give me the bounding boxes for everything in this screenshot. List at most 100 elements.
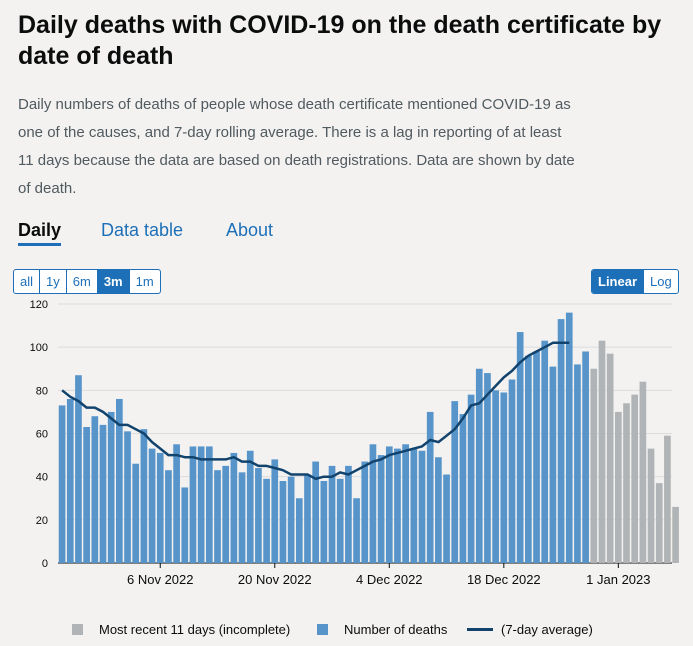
legend-label-incomplete: Most recent 11 days (incomplete) [99, 622, 291, 637]
bar-complete [83, 427, 90, 563]
deaths-chart: 0 20 40 60 80 100 120 6 Nov 2022 20 Nov 2022 4 De… [30, 299, 679, 587]
bar-complete [467, 394, 475, 563]
bar-complete [295, 498, 303, 563]
range-3m-button[interactable]: 3m [97, 270, 130, 293]
bar-complete [132, 463, 140, 563]
legend-item-complete: Number of deaths [317, 622, 447, 637]
bar-complete [410, 448, 418, 563]
bar-complete [99, 424, 107, 563]
bar-complete [484, 373, 491, 563]
bar-complete [443, 474, 450, 563]
bar-incomplete [647, 448, 655, 563]
tab-data-table[interactable]: Data table [101, 220, 184, 240]
y-tick-label: 60 [36, 429, 48, 441]
x-tick-label: 18 Dec 2022 [467, 572, 541, 587]
bar-complete [124, 431, 131, 563]
tab-daily[interactable]: Daily [18, 220, 62, 246]
legend-label-average: (7-day average) [501, 622, 593, 637]
legend-label-complete: Number of deaths [344, 622, 448, 637]
time-range-selector: all 1y 6m 3m 1m [13, 269, 161, 294]
bar-incomplete [672, 506, 679, 563]
bar-complete [557, 319, 565, 563]
bar-complete [91, 416, 99, 563]
bar-complete [181, 487, 189, 563]
range-6m-button[interactable]: 6m [67, 270, 98, 293]
bar-complete [238, 472, 246, 563]
scale-log-button[interactable]: Log [650, 274, 672, 289]
bar-complete [565, 312, 573, 563]
bar-complete [516, 332, 524, 563]
bar-incomplete [623, 403, 630, 563]
x-tick-label: 1 Jan 2023 [586, 572, 650, 587]
legend-item-incomplete: Most recent 11 days (incomplete) [72, 622, 290, 637]
bar-incomplete [606, 353, 614, 563]
bar-incomplete [631, 394, 639, 563]
chart-description: Daily numbers of deaths of people whose … [18, 96, 575, 197]
bar-complete [377, 455, 385, 563]
x-tick-label: 6 Nov 2022 [127, 572, 194, 587]
bar-complete [435, 457, 442, 563]
bar-complete [246, 450, 254, 563]
bar-incomplete [655, 483, 663, 563]
bar-complete [66, 398, 74, 563]
legend-line-average [467, 628, 493, 631]
chart-title: Daily deaths with COVID-19 on the death … [18, 11, 662, 70]
range-all-button[interactable]: all [14, 270, 41, 293]
bar-complete [459, 414, 467, 563]
bar-complete [271, 459, 279, 563]
bar-complete [508, 379, 516, 563]
range-1y-button[interactable]: 1y [40, 270, 67, 293]
bar-complete [75, 375, 82, 563]
bar-complete [312, 461, 320, 563]
y-tick-label: 0 [42, 558, 48, 570]
bar-complete [369, 444, 377, 563]
bar-incomplete [598, 340, 606, 563]
scale-selector: Linear Log [591, 269, 679, 294]
bar-complete [222, 465, 230, 563]
bar-complete [304, 474, 311, 563]
bar-complete [492, 390, 499, 563]
x-tick-label: 20 Nov 2022 [238, 572, 312, 587]
bar-complete [451, 401, 459, 563]
x-tick-label: 4 Dec 2022 [356, 572, 423, 587]
bar-complete [189, 446, 197, 563]
bar-incomplete [614, 411, 622, 563]
bar-complete [320, 480, 328, 563]
bar-complete [116, 398, 123, 563]
bar-complete [214, 470, 221, 563]
bar-complete [148, 448, 156, 563]
bar-incomplete [639, 381, 647, 563]
bar-complete [394, 448, 401, 563]
legend-swatch-incomplete [72, 624, 83, 635]
bar-complete [533, 351, 540, 563]
bar-complete [107, 411, 115, 563]
bar-complete [361, 461, 369, 563]
bar-complete [205, 446, 213, 563]
bar-complete [336, 478, 344, 563]
bar-incomplete [664, 435, 671, 563]
scale-linear-button[interactable]: Linear [592, 270, 645, 293]
bar-complete [541, 340, 549, 563]
bar-complete [418, 450, 426, 563]
tab-about[interactable]: About [226, 220, 274, 240]
bar-complete [582, 351, 589, 563]
chart-legend: Most recent 11 days (incomplete) Number … [0, 622, 693, 642]
y-tick-label: 100 [30, 342, 48, 354]
bar-complete [500, 392, 508, 563]
bar-complete [549, 366, 557, 563]
legend-item-average: (7-day average) [467, 622, 593, 637]
y-tick-label: 120 [30, 299, 48, 311]
bar-complete [165, 470, 172, 563]
bar-complete [402, 444, 409, 563]
bar-complete [173, 444, 180, 563]
y-tick-label: 80 [36, 385, 48, 397]
bar-complete [353, 498, 360, 563]
bar-complete [385, 446, 393, 563]
range-1m-button[interactable]: 1m [135, 274, 154, 289]
bar-complete [197, 446, 205, 563]
bar-complete [58, 405, 66, 563]
bar-complete [279, 480, 287, 563]
average-line [61, 341, 570, 481]
bar-complete [525, 355, 532, 563]
legend-swatch-complete [317, 624, 328, 635]
